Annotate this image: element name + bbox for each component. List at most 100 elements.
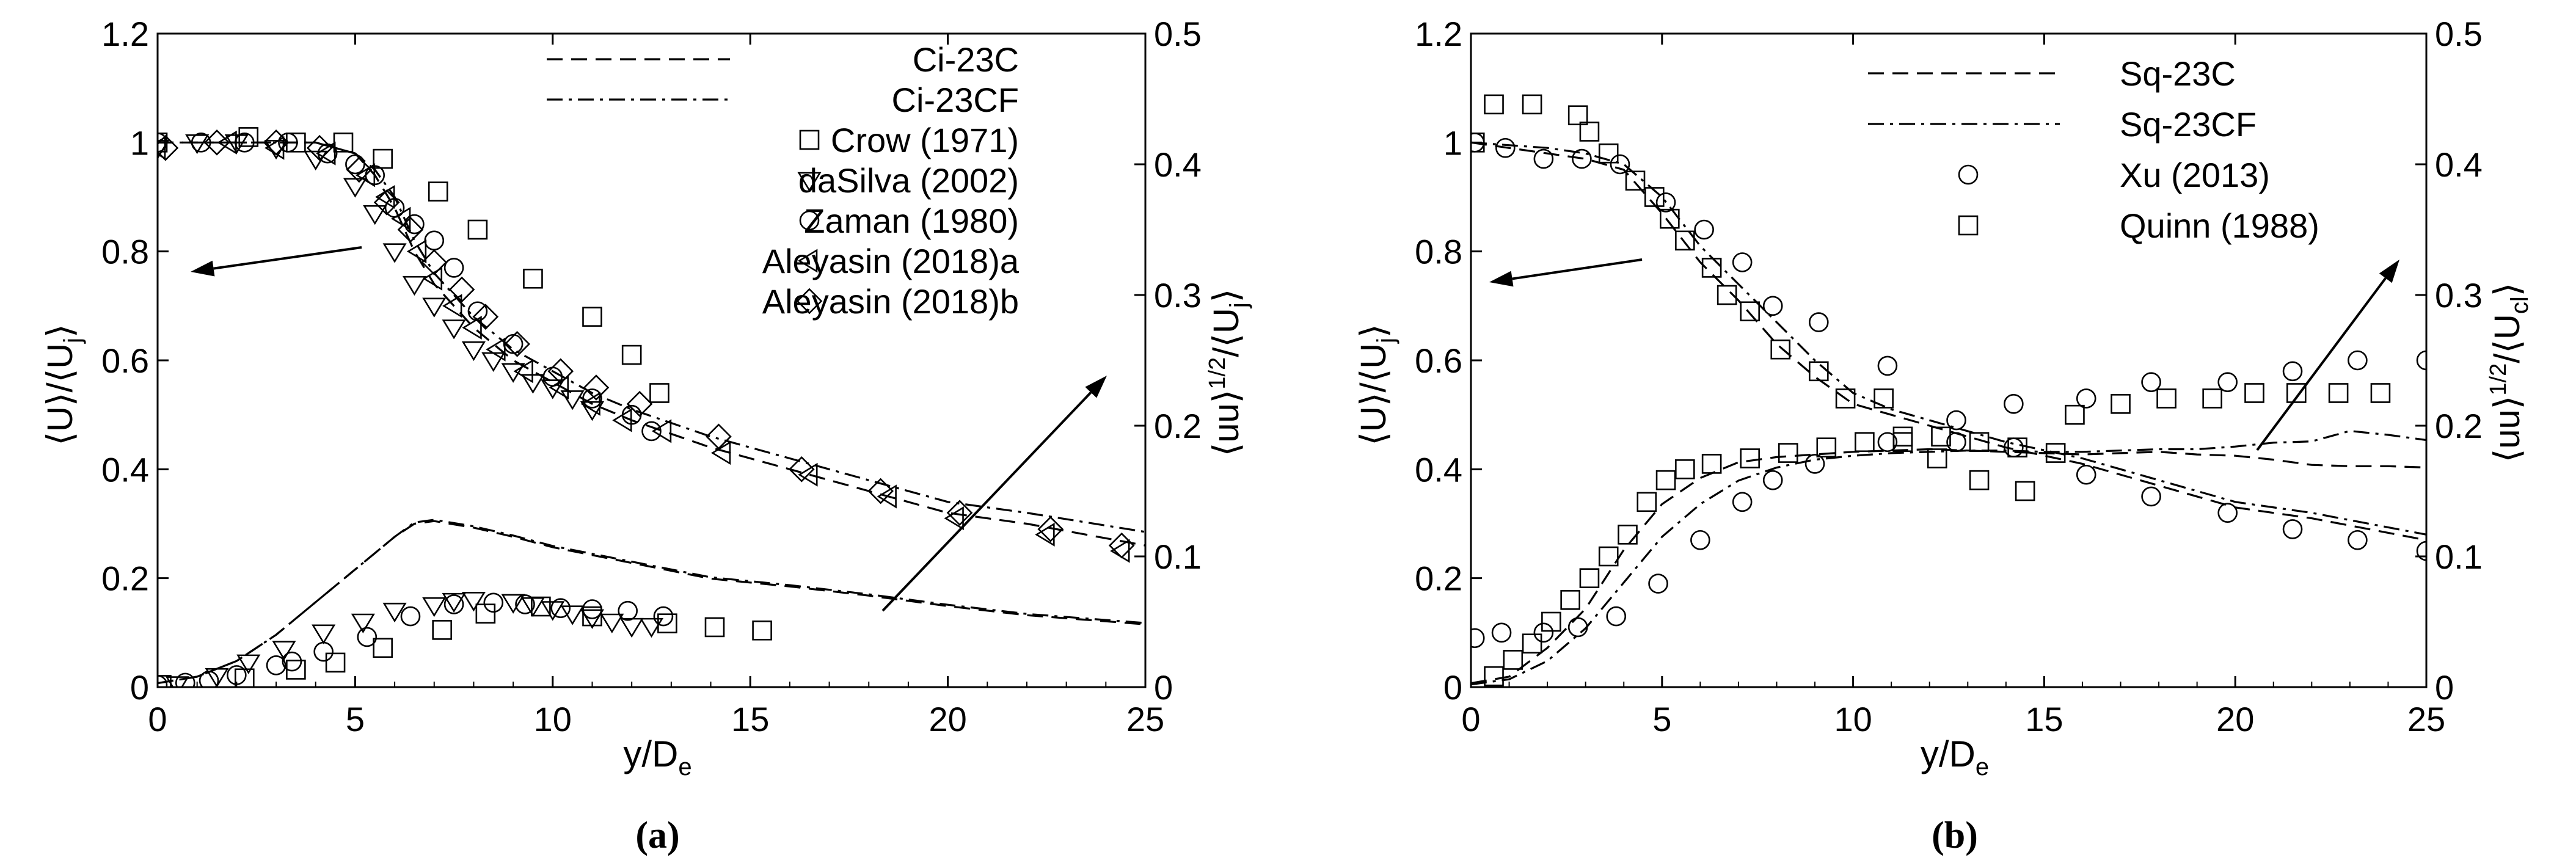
legend-marker-swatch — [799, 129, 820, 150]
legend-marker-swatch — [799, 210, 820, 231]
data-point — [515, 594, 535, 614]
legend-marker-swatch — [797, 172, 822, 192]
data-point — [404, 214, 425, 235]
data-point — [649, 383, 670, 403]
arrow-shaft — [1512, 258, 1643, 280]
series-line-sq-23cf-left — [1471, 141, 2426, 536]
data-point — [421, 249, 448, 275]
y-left-axis-label: ⟨U⟩/⟨Uj⟩ — [40, 324, 86, 445]
data-point — [788, 456, 815, 482]
series-line-ci-23cf-right — [158, 519, 1145, 685]
data-point — [1484, 666, 1504, 686]
data-point — [1969, 470, 1990, 490]
x-tick-label: 15 — [2025, 700, 2063, 738]
data-point — [752, 620, 772, 641]
y-right-tick-label: 0.1 — [1154, 537, 1202, 576]
data-point — [1969, 432, 1990, 453]
data-point — [1660, 208, 1680, 229]
data-point — [612, 408, 632, 432]
y-right-tick-label: 0.3 — [2435, 276, 2483, 315]
data-point — [2370, 383, 2391, 403]
data-point — [1579, 568, 1600, 588]
series-line-sq-23c-left — [1471, 141, 2426, 541]
legend-item: Zaman (1980) — [799, 202, 1019, 240]
data-point — [397, 216, 424, 243]
data-point — [1541, 611, 1561, 632]
data-point — [355, 163, 376, 188]
panel-label: (a) — [635, 815, 679, 856]
data-point — [641, 421, 662, 442]
legend-marker-swatch — [1958, 215, 1979, 236]
y-right-tick-label: 0.3 — [1154, 276, 1202, 315]
data-point — [442, 319, 466, 340]
data-point — [461, 341, 486, 362]
data-point — [1533, 622, 1554, 643]
y-right-tick-label: 0 — [1154, 668, 1173, 707]
data-point — [1701, 258, 1722, 278]
data-point — [1675, 459, 1695, 479]
legend-item: Ci-23CF — [547, 81, 1019, 119]
data-point — [346, 156, 373, 183]
data-point — [1694, 219, 1714, 240]
arrow-left-axis — [191, 246, 362, 277]
data-point — [1732, 252, 1753, 272]
data-point — [706, 423, 732, 450]
data-point — [158, 136, 166, 160]
data-point — [282, 651, 302, 672]
data-point — [2065, 404, 2085, 425]
series-line-ci-23cf-left — [158, 141, 1145, 533]
legend-label: Ci-23CF — [892, 81, 1019, 119]
chart-panel-b: 0 5 10 15 20 2500.20.40.60.811.200.10.20.30.4… — [1354, 15, 2533, 856]
data-point — [1491, 622, 1512, 643]
data-point — [483, 592, 504, 613]
data-point — [2007, 437, 2027, 457]
data-point — [1927, 448, 1947, 468]
legend-item: Ci-23C — [547, 40, 1019, 79]
data-point — [1717, 285, 1737, 305]
y-right-axis-label: ⟨uu⟩1/2/⟨Uj⟩ — [1205, 289, 1252, 457]
data-point — [1471, 628, 1485, 649]
data-point — [657, 613, 677, 633]
data-point — [175, 672, 195, 687]
data-point — [653, 606, 674, 627]
arrow-head — [2379, 260, 2399, 283]
plot-area — [158, 127, 1145, 687]
x-tick-label: 20 — [929, 700, 966, 738]
data-point — [580, 391, 600, 416]
data-point — [1835, 388, 1856, 409]
data-point — [619, 617, 644, 638]
x-tick-label: 25 — [2407, 700, 2445, 738]
data-point — [1675, 230, 1695, 251]
data-point — [1762, 470, 1783, 490]
legend-item: daSilva (2002) — [797, 161, 1019, 200]
data-point — [1572, 148, 1592, 169]
series-markers-quinn-1988- — [1471, 94, 2391, 686]
data-point — [467, 301, 488, 322]
data-point — [373, 148, 393, 169]
data-point — [547, 358, 574, 385]
legend-marker-swatch — [797, 249, 818, 273]
data-point — [520, 597, 545, 617]
data-point — [2202, 388, 2222, 409]
data-point — [1484, 94, 1504, 115]
data-point — [1522, 94, 1542, 115]
series-markers-aleyasin-2018-a — [158, 130, 1130, 563]
y-left-tick-label: 0.4 — [1415, 450, 1462, 489]
y-right-tick-label: 0.4 — [1154, 145, 1202, 184]
data-point — [432, 620, 452, 640]
data-point — [272, 641, 296, 661]
data-point — [600, 613, 624, 634]
x-tick-label: 0 — [1461, 700, 1480, 738]
data-point — [400, 606, 421, 627]
data-point — [1855, 432, 1875, 453]
y-right-tick-label: 0.5 — [2435, 15, 2483, 53]
data-point — [286, 133, 306, 153]
data-point — [481, 352, 506, 373]
data-point — [443, 258, 464, 278]
data-point — [2282, 519, 2303, 539]
y-right-tick-label: 0.2 — [1154, 407, 1202, 445]
data-point — [402, 275, 426, 296]
x-tick-label: 20 — [2216, 700, 2254, 738]
data-point — [1471, 133, 1485, 153]
